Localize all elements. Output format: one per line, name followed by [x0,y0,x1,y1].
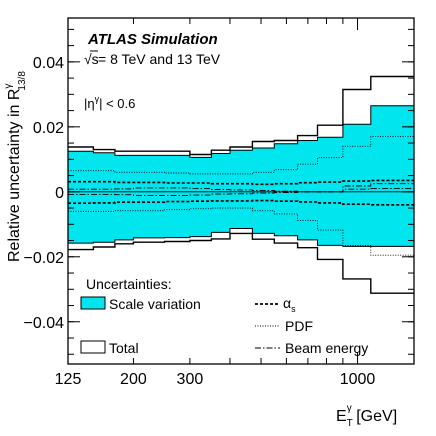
x-axis-label: ETγ [GeV] [336,403,397,429]
y-tick-label: 0 [55,185,64,202]
x-tick-label: 125 [55,371,82,388]
x-axis-label-sup: γ [347,403,352,414]
plot-frame [67,17,415,365]
legend-beam-label: Beam energy [285,340,368,356]
legend-total-swatch [80,340,106,354]
x-tick-label: 1000 [340,371,376,388]
atlas-label: ATLAS Simulation [87,31,218,48]
legend-alpha-main: α [283,295,291,311]
atlas-text: ATLAS [87,31,137,48]
scale-band-bin [189,157,212,237]
scale-band-upper-edge [68,105,414,158]
eta-cut-label: |ηγ| < 0.6 [84,94,135,111]
scale-band-bin [114,155,134,240]
y-axis-label-sup: γ [3,84,14,89]
simulation-text: Simulation [141,31,218,48]
legend-scale-label: Scale variation [109,296,201,312]
eta-cut-post: | < 0.6 [99,96,135,111]
scale-band-bin [164,155,191,238]
scale-band-bin [68,151,94,244]
y-axis-label: Relative uncertainty in Rγ 13/8 [3,71,28,262]
scale-band-bin [230,150,253,229]
legend: Uncertainties: Scale variation Total αs … [80,276,368,356]
legend-scale-swatch [80,296,106,310]
y-tick-label: −0.02 [24,250,65,267]
x-axis-label-sub: T [347,418,353,429]
energy-label: √s = 8 TeV and 13 TeV [84,50,221,67]
legend-header: Uncertainties: [86,276,172,292]
scale-band-bin [297,140,318,240]
scale-band-bin [370,105,415,247]
legend-alpha-sub: s [291,304,296,314]
eta-cut-pre: |η [84,96,95,111]
legend-alpha-label: αs [283,295,296,314]
scale-band-bin [342,124,372,247]
total-upper-line [68,75,414,156]
pdf-upper-line [68,136,414,175]
eta-cut-sup: γ [95,94,100,104]
alpha-s-upper-line [68,179,414,186]
y-axis-label-main: Relative uncertainty in R [6,89,23,262]
scale-band-layer [68,105,415,247]
uncertainty-lines-layer [68,75,414,294]
alpha-s-lower-line [68,199,414,206]
scale-band-bin [133,155,165,238]
scale-band-bin [93,152,116,243]
scale-band-lower-edge [68,228,414,247]
x-axis-label-unit: [GeV] [352,408,397,425]
energy-rest-text: = 8 TeV and 13 TeV [98,51,221,67]
scale-band-bin [211,153,231,233]
scale-band-bin [274,143,298,236]
y-tick-label: 0.04 [33,55,64,72]
y-tick-label: −0.04 [24,315,65,332]
legend-pdf-label: PDF [285,318,313,334]
axis-ticks-layer: −0.04 −0.02 0 0.02 0.04 125 200 300 1000 [24,18,414,388]
energy-sqrt-text: √s [84,51,99,67]
pdf-lower-line [68,207,414,256]
x-axis-label-main: E [336,408,347,425]
y-axis-label-sub: 13/8 [17,71,28,91]
x-tick-label: 200 [120,371,147,388]
total-lower-line [68,232,414,294]
legend-total-label: Total [109,340,139,356]
scale-band-bin [317,137,344,246]
beam-energy-lower-line [68,188,414,196]
x-tick-label: 300 [177,371,204,388]
y-tick-label: 0.02 [33,120,64,137]
